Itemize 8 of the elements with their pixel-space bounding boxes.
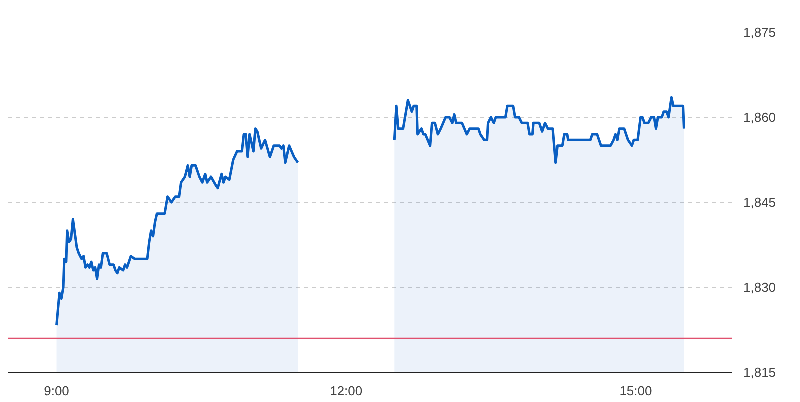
- x-tick-label: 9:00: [44, 384, 70, 398]
- y-tick-label: 1,830: [744, 280, 776, 295]
- x-tick-label: 12:00: [330, 384, 363, 398]
- x-tick-label: 15:00: [620, 384, 652, 398]
- y-tick-label: 1,860: [744, 110, 776, 125]
- y-tick-label: 1,875: [744, 25, 776, 40]
- y-tick-label: 1,845: [744, 195, 776, 210]
- y-tick-label: 1,815: [744, 365, 776, 380]
